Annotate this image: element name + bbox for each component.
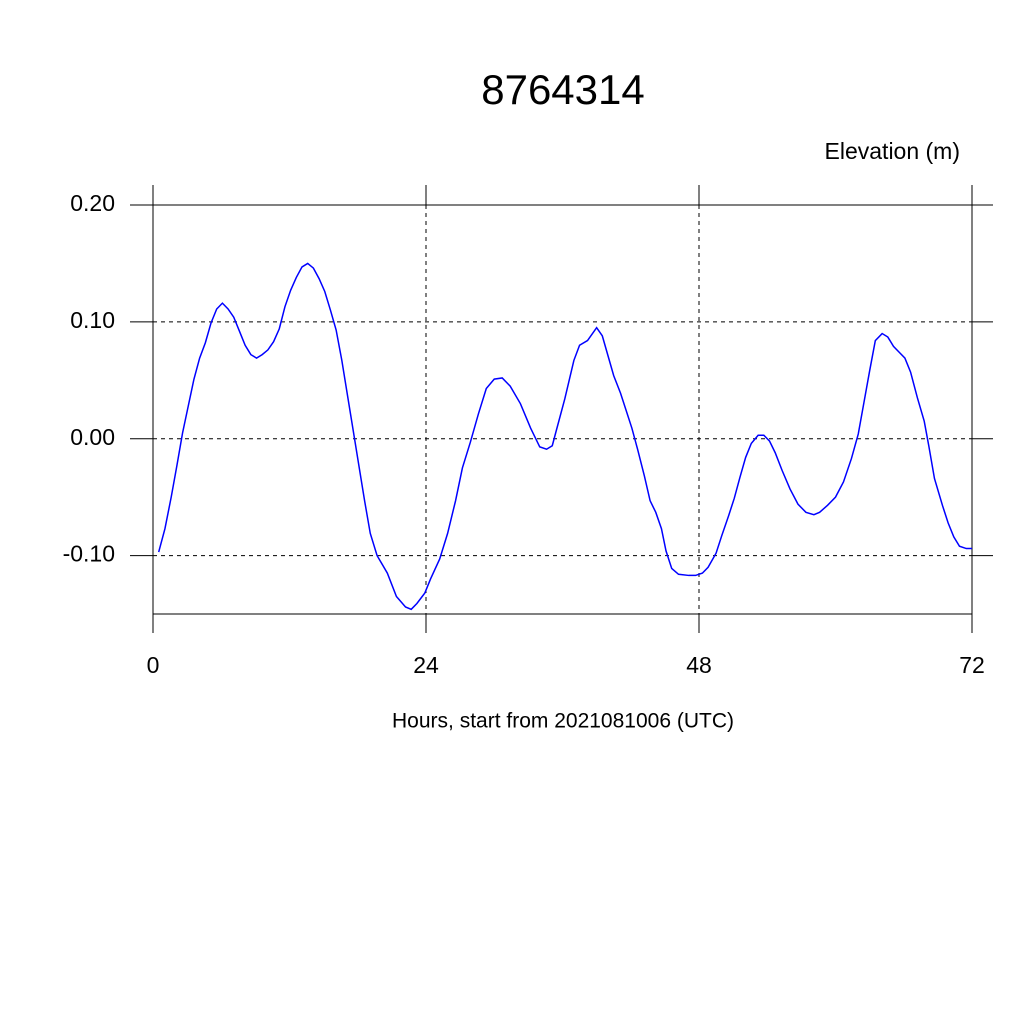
chart-title: 8764314 (481, 66, 645, 113)
y-tick-label: -0.10 (63, 541, 115, 567)
y-tick-label: 0.00 (70, 424, 115, 450)
y-tick-label: 0.20 (70, 190, 115, 216)
plot-frame (152, 204, 973, 615)
x-tick-label: 48 (686, 652, 712, 678)
x-tick-label: 24 (413, 652, 439, 678)
y-tick-label: 0.10 (70, 307, 115, 333)
x-axis-label: Hours, start from 2021081006 (UTC) (392, 710, 734, 733)
x-tick-label: 0 (147, 652, 160, 678)
x-tick-label: 72 (959, 652, 985, 678)
y-axis-label: Elevation (m) (825, 138, 960, 164)
line-series (157, 262, 972, 611)
